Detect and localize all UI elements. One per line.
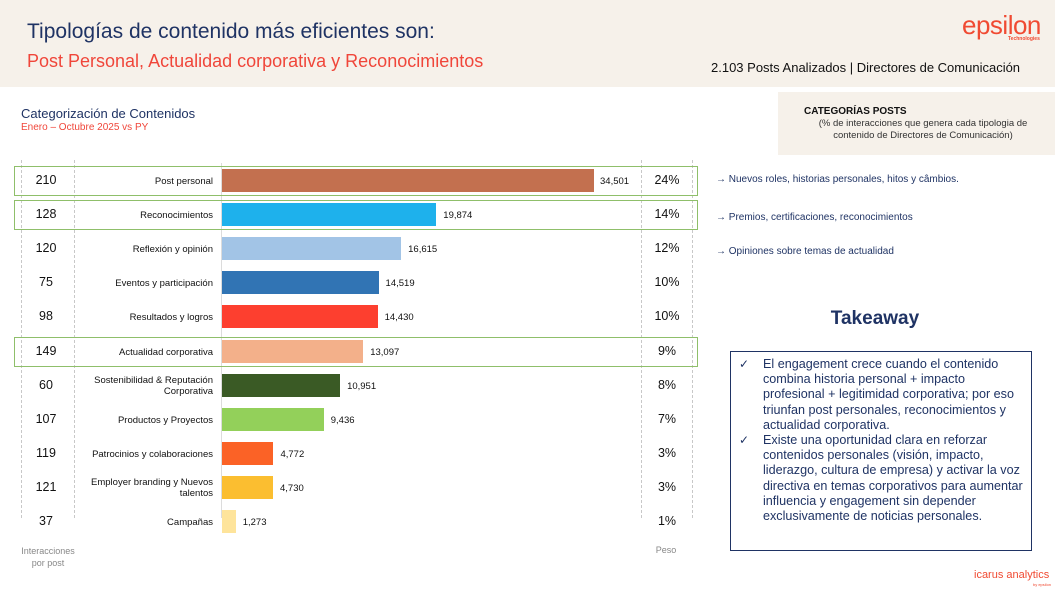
section-subtitle: Enero – Octubre 2025 vs PY — [21, 122, 149, 133]
bar-value-label: 14,519 — [385, 278, 415, 290]
bar-eventos-y-participaci-n — [222, 271, 379, 295]
page-title: Tipologías de contenido más eficientes s… — [27, 20, 435, 43]
categories-info-box: CATEGORÍAS POSTS (% de interacciones que… — [778, 92, 1055, 155]
bar-resultados-y-logros — [222, 305, 378, 329]
bar-actualidad-corporativa — [222, 339, 364, 363]
weight-value: 3% — [657, 445, 677, 460]
page-subtitle: Post Personal, Actualidad corporativa y … — [27, 51, 484, 71]
weight-value: 9% — [657, 343, 677, 358]
highlight-frame — [14, 336, 698, 367]
weight-column-label: Peso — [655, 545, 677, 555]
bar-value-label: 10,951 — [347, 380, 377, 392]
bar-campa-as — [222, 510, 236, 533]
category-label: Employer branding y Nuevos talentos — [91, 476, 213, 499]
bar-value-label: 1,273 — [242, 517, 267, 528]
category-description: → Nuevos roles, historias personales, hi… — [716, 174, 959, 185]
bar-value-label: 14,430 — [384, 312, 414, 324]
bar-patrocinios-y-colaboraciones — [222, 441, 274, 465]
takeaway-item-text: Existe una oportunidad clara en reforzar… — [763, 433, 1023, 524]
weight-value: 10% — [654, 309, 680, 324]
highlight-frame — [14, 166, 698, 196]
interactions-per-post-value: 37 — [39, 514, 53, 528]
categories-box-description: (% de interacciones que genera cada tipo… — [818, 118, 1028, 141]
interactions-per-post-value: 121 — [35, 479, 57, 494]
bar-value-label: 4,772 — [280, 448, 305, 460]
bar-value-label: 9,436 — [330, 414, 355, 426]
bar-axis — [221, 163, 222, 518]
column-divider — [692, 160, 693, 518]
posts-analyzed-stats: 2.103 Posts Analizados | Directores de C… — [711, 60, 1021, 75]
interactions-per-post-value: 120 — [35, 241, 57, 256]
takeaway-item-text: El engagement crece cuando el contenido … — [763, 357, 1014, 432]
interactions-per-post-value: 149 — [35, 343, 57, 358]
section-title: Categorización de Contenidos — [21, 106, 196, 121]
category-label: Patrocinios y colaboraciones — [92, 448, 213, 460]
epsilon-logo: epsilon — [962, 10, 1041, 40]
bar-productos-y-proyectos — [222, 407, 324, 431]
interactions-per-post-value: 119 — [36, 445, 56, 460]
bar-value-label: 4,730 — [280, 482, 304, 494]
category-label: Sostenibilidad & Reputación Corporativa — [94, 374, 213, 397]
weight-value: 24% — [654, 173, 680, 187]
takeaway-item: ✓ Existe una oportunidad clara en reforz… — [739, 433, 1023, 524]
icarus-logo-sub: by epsilon — [1033, 582, 1052, 587]
categories-box-title: CATEGORÍAS POSTS — [804, 106, 907, 117]
weight-value: 1% — [657, 514, 677, 528]
category-description: → Opiniones sobre temas de actualidad — [716, 246, 894, 257]
category-label: Resultados y logros — [129, 312, 213, 324]
column-divider — [641, 160, 642, 518]
category-label: Actualidad corporativa — [119, 346, 213, 358]
check-icon: ✓ — [739, 433, 750, 448]
bar-reflexi-n-y-opini-n — [222, 237, 402, 261]
category-description: → Premios, certificaciones, reconocimien… — [716, 212, 913, 223]
bar-sostenibilidad-reputaci-n-corporativa — [222, 373, 341, 397]
interactions-per-post-value: 60 — [39, 377, 53, 392]
check-icon: ✓ — [739, 357, 750, 371]
category-label: Reconocimientos — [140, 210, 213, 222]
takeaway-item: ✓ El engagement crece cuando el contenid… — [739, 357, 1023, 433]
column-divider — [74, 160, 75, 518]
category-label: Post personal — [154, 176, 213, 187]
bar-reconocimientos — [222, 203, 437, 227]
interactions-per-post-value: 210 — [35, 173, 57, 187]
weight-value: 7% — [657, 411, 677, 426]
bar-value-label: 34,501 — [600, 176, 630, 187]
takeaway-title: Takeaway — [830, 308, 920, 329]
weight-value: 14% — [654, 207, 680, 222]
interactions-per-post-value: 107 — [35, 411, 57, 426]
bar-post-personal — [222, 169, 594, 192]
bar-value-label: 19,874 — [443, 210, 473, 222]
icarus-analytics-logo: icarus analytics — [974, 569, 1050, 581]
weight-value: 12% — [654, 241, 680, 256]
category-label: Productos y Proyectos — [117, 414, 213, 426]
category-label: Reflexión y opinión — [132, 244, 213, 256]
interactions-per-post-value: 128 — [35, 207, 57, 222]
takeaway-box: ✓ El engagement crece cuando el contenid… — [730, 351, 1032, 551]
interactions-per-post-value: 75 — [39, 275, 53, 290]
epsilon-logo-sub: Technologies — [1008, 36, 1040, 42]
weight-value: 8% — [657, 377, 677, 392]
header-band: Tipologías de contenido más eficientes s… — [0, 0, 1055, 87]
interactions-column-label: Interacciones por post — [21, 546, 75, 568]
weight-value: 3% — [657, 479, 677, 494]
category-label: Campañas — [167, 517, 213, 528]
interactions-per-post-value: 98 — [39, 309, 53, 324]
bar-employer-branding-y-nuevos-talentos — [222, 475, 273, 499]
weight-value: 10% — [654, 275, 680, 290]
bar-value-label: 13,097 — [370, 346, 400, 358]
highlight-frame — [14, 200, 698, 231]
category-label: Eventos y participación — [115, 278, 213, 290]
column-divider — [21, 160, 22, 518]
bar-value-label: 16,615 — [408, 244, 438, 256]
